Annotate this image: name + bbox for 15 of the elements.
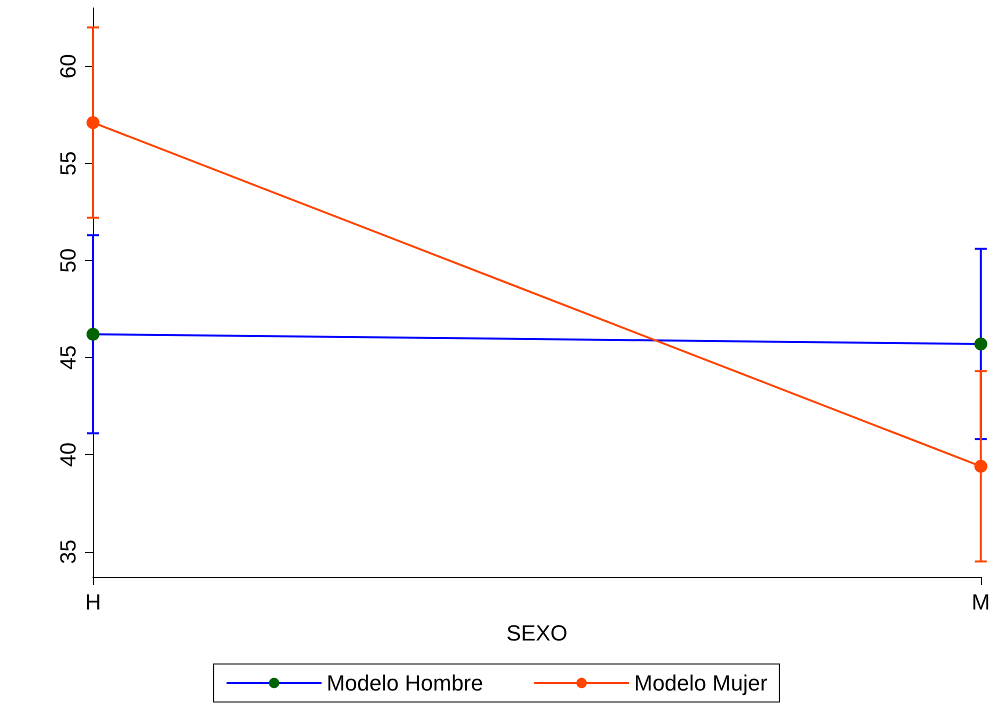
x-axis-title: SEXO bbox=[506, 620, 568, 646]
y-tick-label: 60 bbox=[56, 54, 80, 78]
y-tick-label: 40 bbox=[56, 442, 80, 467]
y-tick-label: 35 bbox=[56, 540, 80, 564]
y-tick-label: 55 bbox=[56, 151, 80, 176]
legend-label: Modelo Mujer bbox=[634, 670, 768, 696]
x-tick-label: M bbox=[972, 590, 990, 614]
legend-label: Modelo Hombre bbox=[326, 670, 484, 696]
y-tick-label: 50 bbox=[56, 248, 80, 273]
point bbox=[974, 460, 988, 473]
point bbox=[974, 337, 988, 350]
point bbox=[86, 116, 100, 130]
point bbox=[86, 328, 100, 341]
y-tick-label: 45 bbox=[56, 345, 80, 370]
x-tick-label: H bbox=[85, 590, 101, 614]
